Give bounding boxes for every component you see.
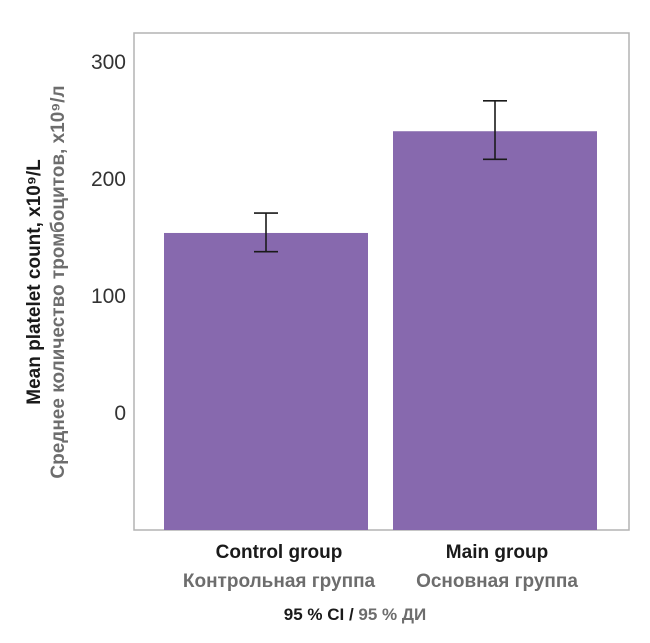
bar-main [393, 131, 597, 530]
ci-label-ru: 95 % ДИ [358, 605, 426, 624]
category-label-main-ru: Основная группа [416, 571, 578, 592]
bar-control [164, 232, 368, 530]
bars-layer [164, 131, 597, 530]
ci-label: 95 % CI [284, 605, 344, 624]
category-label-control-ru: Контрольная группа [183, 571, 376, 592]
error-bar-control [254, 212, 278, 253]
y-tick-label-300: 300 [91, 51, 126, 74]
y-ticks-layer: 0 100 200 300 [91, 51, 126, 425]
category-label-control: Control group [216, 542, 343, 563]
error-bars-layer [254, 100, 507, 253]
y-axis-label: Mean platelet count, x10⁹/L [24, 159, 45, 405]
error-bar-main [483, 100, 507, 161]
y-tick-label-200: 200 [91, 168, 126, 191]
category-label-main: Main group [446, 542, 548, 563]
x-axis-note: 95 % CI / 95 % ДИ [284, 605, 426, 624]
y-tick-label-0: 0 [114, 402, 126, 425]
y-tick-label-100: 100 [91, 285, 126, 308]
ci-separator: / [344, 605, 358, 624]
y-axis-label-ru: Среднее количество тромбоцитов, x10⁹/л [48, 85, 69, 478]
